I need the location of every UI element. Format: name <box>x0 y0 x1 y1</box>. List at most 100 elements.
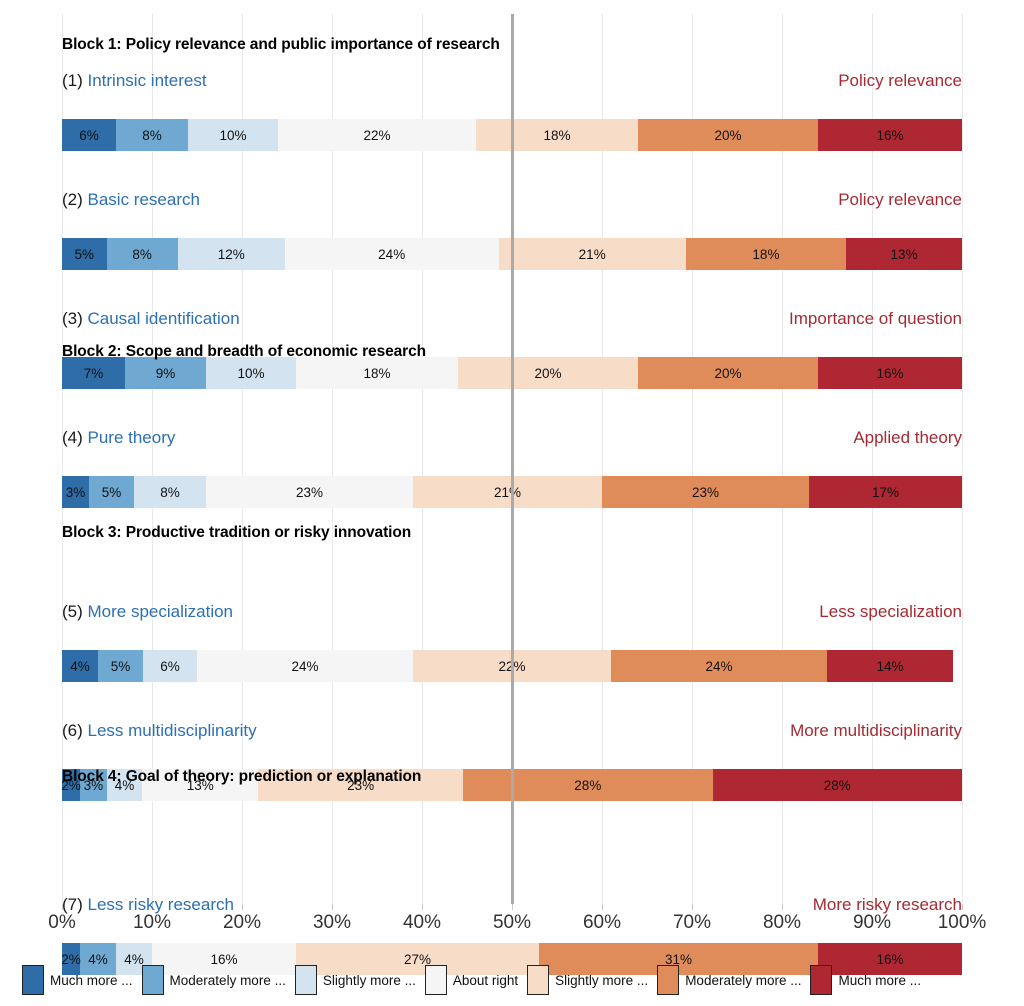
item-left-label: (5) More specialization <box>62 602 234 621</box>
item-number: (7) <box>62 895 88 914</box>
stacked-bar: 6% 8% 10% 22% 18% 20% 16% <box>62 119 962 151</box>
bar-segment-value: 13% <box>186 777 214 793</box>
bar-segment: 5% <box>98 650 143 682</box>
legend-swatch <box>22 965 44 995</box>
stacked-bar: 3% 5% 8% 23% 21% 23% 17% <box>62 476 962 508</box>
bar-segment-value: 16% <box>876 127 904 143</box>
chart-legend: Much more ... Moderately more ... Slightly… <box>0 958 1024 1002</box>
item-number: (2) <box>62 190 88 209</box>
bar-segment-value: 16% <box>210 951 238 967</box>
item-left-label: (1) Intrinsic interest <box>62 71 207 90</box>
legend-item[interactable]: Moderately more ... <box>141 965 286 995</box>
item-right-label: Applied theory <box>853 428 962 447</box>
bar-segment: 23% <box>602 476 809 508</box>
bar-segment: 7% <box>62 357 125 389</box>
bar-segment: 28% <box>463 769 713 801</box>
legend-item[interactable]: Slightly more ... <box>294 965 416 995</box>
gridline-30 <box>332 14 333 904</box>
legend-label: Slightly more ... <box>555 972 649 988</box>
bar-segment-value: 6% <box>79 127 99 143</box>
item-left-label: (7) Less risky research <box>62 895 234 914</box>
tick-90 <box>872 904 873 910</box>
bar-segment-value: 8% <box>132 246 152 262</box>
bar-segment: 3% <box>62 476 89 508</box>
bar-segment-value: 9% <box>155 365 176 381</box>
bar-segment: 8% <box>106 238 178 270</box>
bar-segment: 18% <box>296 357 458 389</box>
bar-segment: 8% <box>116 119 188 151</box>
bar-segment-value: 20% <box>534 365 562 381</box>
bar-segment-value: 3% <box>65 484 86 500</box>
item-right-label: Importance of question <box>789 309 962 328</box>
item-left-label: (2) Basic research <box>62 190 200 209</box>
item-label-row: (2) Basic research Policy relevance <box>62 190 962 214</box>
bar-segment: 14% <box>827 650 953 682</box>
tick-60 <box>602 904 603 910</box>
bar-segment-value: 18% <box>543 127 571 143</box>
bar-segment: 2% <box>62 943 81 975</box>
bar-segment: 8% <box>134 476 206 508</box>
bar-segment-value: 8% <box>160 484 180 500</box>
tick-80 <box>782 904 783 910</box>
x-tick-label: 80% <box>762 912 802 933</box>
bar-segment-value: 28% <box>823 777 851 793</box>
item-number: (3) <box>62 309 88 328</box>
legend-swatch <box>424 965 447 995</box>
legend-swatch <box>657 965 680 995</box>
legend-label: Slightly more ... <box>322 972 416 988</box>
bar-segment-value: 24% <box>378 246 406 262</box>
bar-segment: 24% <box>611 650 827 682</box>
tick-10 <box>152 904 153 910</box>
reference-line-50 <box>511 14 514 904</box>
bar-segment: 5% <box>89 476 134 508</box>
item-right-label: Less specialization <box>819 602 962 621</box>
item-label-row: (7) Less risky research More risky resear… <box>62 895 962 919</box>
tick-100 <box>962 904 963 910</box>
item-left-label: (3) Causal identification <box>62 309 240 328</box>
bar-segment: 27% <box>296 943 539 975</box>
legend-item[interactable]: About right <box>424 965 519 995</box>
bar-segment: 20% <box>458 357 638 389</box>
legend-item[interactable]: Much more ... <box>810 965 921 995</box>
stacked-bar: 2% 3% 4% 13% 23% 28% 28% <box>62 769 962 801</box>
gridline-60 <box>602 14 603 904</box>
bar-segment-value: 20% <box>714 365 742 381</box>
bar-segment: 2% <box>62 769 81 801</box>
stacked-bar: 2% 4% 4% 16% 27% 31% 16% <box>62 943 962 975</box>
legend-label: Much more ... <box>50 972 133 988</box>
item-number: (4) <box>62 428 88 447</box>
x-tick-label: 0% <box>48 912 76 933</box>
x-tick-label: 50% <box>492 912 532 933</box>
bar-segment: 5% <box>62 238 107 270</box>
bar-segment-value: 2% <box>62 951 81 967</box>
bar-segment-value: 3% <box>83 777 104 793</box>
item-label-row: (3) Causal identification Importance of q… <box>62 309 962 333</box>
bar-segment-value: 12% <box>217 246 245 262</box>
bar-segment-value: 18% <box>363 365 391 381</box>
bar-segment-value: 23% <box>691 484 720 500</box>
tick-40 <box>422 904 423 910</box>
bar-segment-value: 24% <box>291 658 319 674</box>
bar-segment: 3% <box>80 769 107 801</box>
bar-segment-value: 18% <box>752 246 780 262</box>
x-tick-label: 90% <box>852 912 892 933</box>
legend-swatch <box>294 965 317 995</box>
legend-item[interactable]: Moderately more ... <box>657 965 801 995</box>
legend-item[interactable]: Much more ... <box>22 965 133 995</box>
x-axis: 0% 10% 20% 30% 40% 50% 60% 70% 80% 90% 100% <box>0 912 1024 942</box>
tick-50 <box>512 904 513 910</box>
legend-label: About right <box>452 972 519 988</box>
bar-segment-value: 17% <box>871 484 900 500</box>
bar-segment: 17% <box>809 476 962 508</box>
bar-segment: 12% <box>177 238 285 270</box>
bar-segment: 16% <box>818 119 962 151</box>
bar-segment-value: 28% <box>574 777 602 793</box>
legend-label: Much more ... <box>838 972 922 988</box>
legend-item[interactable]: Slightly more ... <box>527 965 648 995</box>
item-right-label: Policy relevance <box>838 190 962 209</box>
bar-segment: 10% <box>188 119 278 151</box>
gridline-40 <box>422 14 423 904</box>
bar-segment-value: 16% <box>876 951 904 967</box>
bar-segment: 24% <box>284 238 499 270</box>
